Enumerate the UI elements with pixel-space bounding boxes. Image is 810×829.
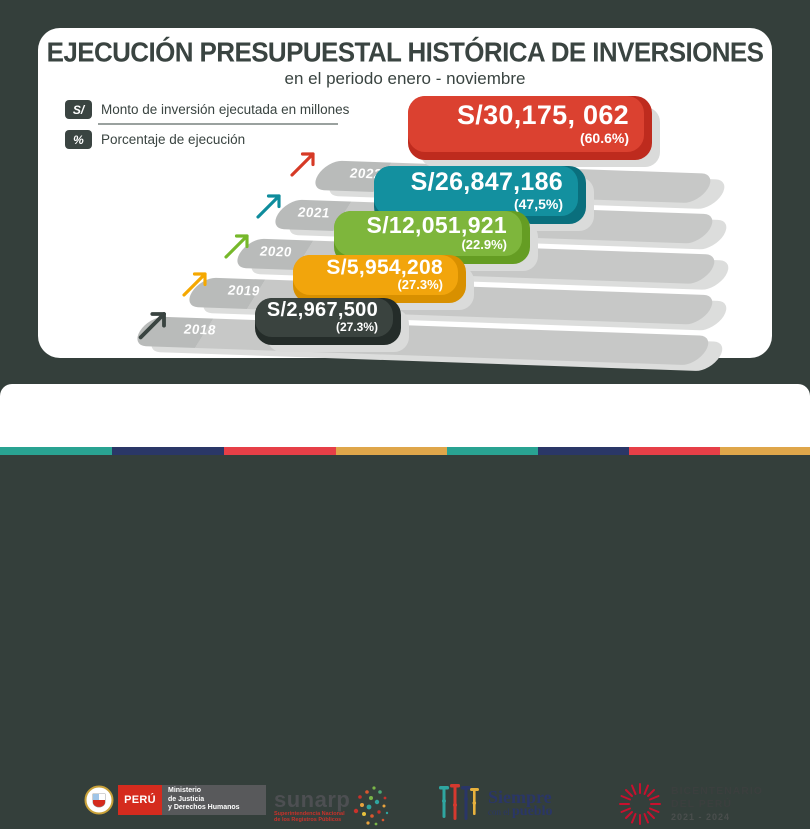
investment-value: S/5,954,208 <box>326 255 443 279</box>
chart-row-2019: 2019 S/5,954,208 (27.3%) <box>178 255 733 331</box>
legend-amount-label: Monto de inversión ejecutada en millones <box>101 102 350 117</box>
bicentenario-line2: DEL PERÚ <box>671 798 732 810</box>
stripe-segment <box>538 447 629 455</box>
legend-percent-label: Porcentaje de ejecución <box>101 132 246 147</box>
stripe-segment <box>224 447 336 455</box>
execution-percent: (22.9%) <box>461 236 507 252</box>
logo-siempre-con-el-pueblo: Siempre con el pueblo <box>437 783 552 823</box>
bicentenario-line1: BICENTENARIO <box>671 785 763 797</box>
stripe-segment <box>112 447 224 455</box>
pueblo-small: con el <box>488 807 510 817</box>
percent-symbol-icon: % <box>65 130 92 149</box>
sunarp-subtitle: Superintendencia Nacional de los Registr… <box>274 811 350 824</box>
investment-value: S/12,051,921 <box>366 212 507 239</box>
ministry-label: Ministerio de Justicia y Derechos Humano… <box>162 785 266 815</box>
stripe-segment <box>720 447 810 455</box>
sunarp-burst-icon <box>354 786 389 826</box>
execution-percent: (27.3%) <box>397 277 443 293</box>
value-pill: S/30,175, 062 (60.6%) <box>408 96 652 160</box>
stripe-segment <box>447 447 538 455</box>
stripe-segment <box>336 447 447 455</box>
logo-bicentenario: BICENTENARIO DEL PERÚ 2021 - 2024 <box>617 781 763 827</box>
brand-color-stripe <box>0 447 810 455</box>
bicentenario-line3: 2021 - 2024 <box>671 812 731 822</box>
page-subtitle: en el periodo enero - noviembre <box>284 69 526 88</box>
bicentenario-starburst-icon <box>619 783 661 825</box>
sunarp-wordmark: sunarp <box>274 786 351 812</box>
legend-divider <box>98 123 338 125</box>
growth-arrow-icon <box>178 265 214 301</box>
ministry-line: y Derechos Humanos <box>168 804 240 812</box>
peru-coat-of-arms-icon <box>84 785 114 815</box>
value-pill: S/5,954,208 (27.3%) <box>293 255 466 303</box>
legend-amount-row: S/ Monto de inversión ejecutada en millo… <box>65 100 349 119</box>
growth-arrow-icon <box>286 145 322 181</box>
chart-row-2022: 2022 S/30,175, 062 (60.6%) <box>286 96 731 210</box>
execution-percent: (27.3%) <box>335 319 378 334</box>
growth-arrow-icon <box>220 227 256 263</box>
stripe-segment <box>629 447 720 455</box>
ministry-line: Ministerio <box>168 787 202 795</box>
peru-label: PERÚ <box>118 785 162 815</box>
chart-row-2021: 2021 S/26,847,186 (47,5%) <box>252 166 733 250</box>
logo-ministerio-justicia: PERÚ Ministerio de Justicia y Derechos H… <box>84 785 266 815</box>
retablo-totems-icon <box>439 784 479 820</box>
soles-symbol-icon: S/ <box>65 100 92 119</box>
logo-sunarp: sunarp Superintendencia Nacional de los … <box>274 783 390 829</box>
pueblo-subtitle: con el pueblo <box>488 804 553 819</box>
chart-row-2018: 2018 S/2,967,500 (27.3%) <box>130 298 729 372</box>
pueblo-bold: pueblo <box>512 804 553 819</box>
growth-arrow-icon <box>252 187 288 223</box>
stripe-segment <box>0 447 112 455</box>
growth-arrow-icon <box>134 304 174 344</box>
year-label: 2018 <box>182 321 218 338</box>
legend-percent-row: % Porcentaje de ejecución <box>65 130 349 149</box>
sunarp-subtitle-line: de los Registros Públicos <box>274 817 342 823</box>
investment-value: S/2,967,500 <box>266 299 378 322</box>
legend: S/ Monto de inversión ejecutada en millo… <box>65 100 349 149</box>
investment-value: S/30,175, 062 <box>456 100 629 131</box>
value-pill: S/2,967,500 (27.3%) <box>255 298 401 345</box>
execution-percent: (47,5%) <box>513 195 563 212</box>
page-title: EJECUCIÓN PRESUPUESTAL HISTÓRICA DE INVE… <box>46 36 764 68</box>
ministry-line: de Justicia <box>168 795 205 803</box>
execution-percent: (60.6%) <box>579 129 629 146</box>
stair-chart: 2022 S/30,175, 062 (60.6%) 2021 S/26,847… <box>130 96 735 372</box>
investment-value: S/26,847,186 <box>410 168 563 197</box>
value-pill: S/26,847,186 (47,5%) <box>374 166 586 224</box>
